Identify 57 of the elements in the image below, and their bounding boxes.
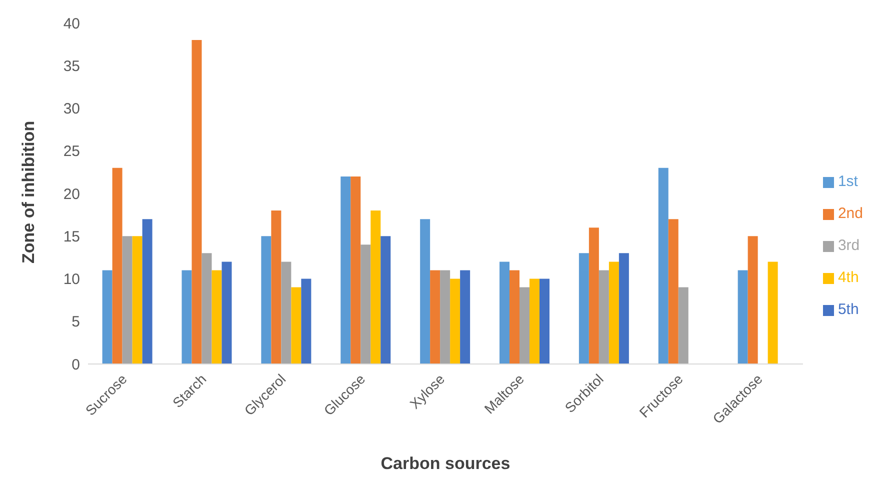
bar — [578, 253, 589, 364]
bar — [291, 287, 302, 364]
bar — [510, 270, 520, 364]
bar — [192, 40, 202, 364]
bar — [440, 270, 450, 364]
bar — [738, 270, 748, 364]
bar — [182, 270, 192, 364]
bar — [748, 236, 758, 364]
bar — [420, 219, 430, 364]
bar — [658, 168, 668, 364]
bar — [350, 176, 361, 364]
bar — [112, 168, 122, 364]
bar — [271, 210, 282, 364]
x-axis-title: Carbon sources — [380, 454, 510, 473]
bar — [340, 176, 351, 364]
bar — [281, 262, 292, 364]
y-tick-label: 0 — [72, 356, 80, 374]
legend-label: 2nd — [838, 205, 863, 222]
y-tick-label: 30 — [63, 100, 80, 118]
bar — [132, 236, 142, 364]
bar — [122, 236, 132, 364]
y-tick-label: 15 — [63, 228, 80, 246]
legend-label: 5th — [838, 301, 859, 318]
legend-label: 4th — [838, 269, 859, 286]
bar — [608, 262, 619, 364]
bar — [678, 287, 688, 364]
bar — [222, 262, 232, 364]
y-tick-label: 35 — [63, 58, 80, 75]
bar — [500, 262, 510, 364]
y-tick-label: 20 — [63, 186, 80, 203]
bar — [618, 253, 629, 364]
bar — [588, 228, 599, 364]
bar — [520, 287, 530, 364]
bar — [212, 270, 222, 364]
bar — [370, 210, 381, 364]
bar — [598, 270, 609, 364]
bar — [430, 270, 440, 364]
bar — [261, 236, 272, 364]
bar — [102, 270, 112, 364]
y-tick-label: 10 — [63, 271, 80, 288]
y-axis-title: Zone of inhibition — [19, 120, 38, 264]
bar — [768, 262, 778, 364]
bar — [301, 278, 312, 364]
legend-label: 1st — [838, 173, 858, 190]
bar — [142, 219, 152, 364]
y-tick-label: 25 — [63, 143, 80, 160]
legend-label: 3rd — [838, 237, 860, 254]
bar — [460, 270, 470, 364]
bar — [540, 278, 550, 364]
bar — [380, 236, 391, 364]
bar — [450, 278, 460, 364]
y-tick-label: 40 — [63, 15, 80, 32]
bar — [530, 278, 540, 364]
bar — [202, 253, 212, 364]
bar — [668, 219, 678, 364]
bar — [360, 244, 371, 364]
y-tick-label: 5 — [72, 314, 80, 331]
